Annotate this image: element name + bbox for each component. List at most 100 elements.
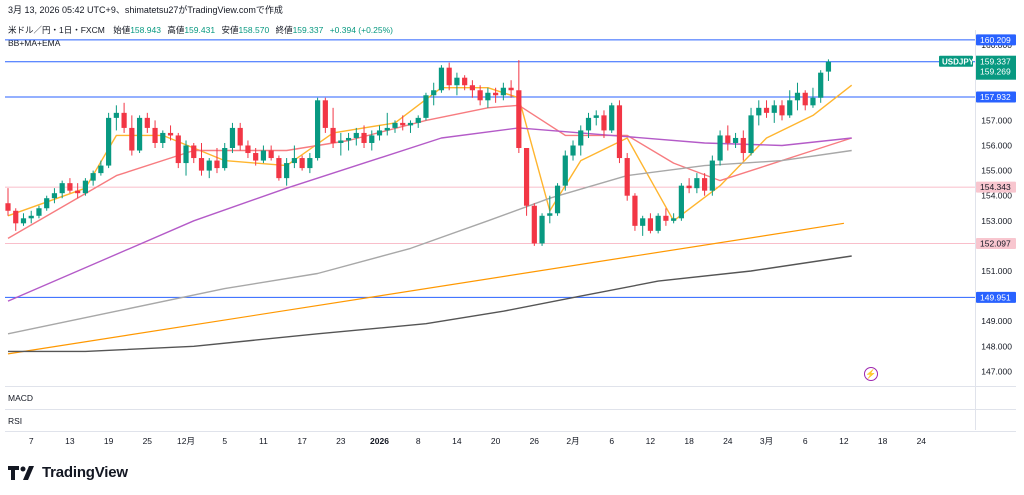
candle-body: [493, 92, 499, 96]
candle-body: [740, 137, 746, 154]
candle-body: [307, 158, 313, 169]
y-tick-label: 155.000: [981, 166, 1012, 176]
candle-body: [315, 100, 321, 159]
candle-body: [763, 107, 770, 113]
candle-body: [322, 100, 328, 128]
candle-body: [121, 112, 127, 128]
x-tick-label: 18: [878, 436, 888, 446]
candle-body: [82, 180, 88, 194]
candle-body: [547, 213, 553, 216]
x-tick-label: 18: [684, 436, 694, 446]
x-tick-label: 11: [259, 436, 268, 446]
candle-body: [361, 132, 367, 143]
x-tick-label: 2月: [566, 436, 579, 446]
candle-body: [160, 132, 166, 143]
secondary-price-value: 159.269: [980, 66, 1011, 76]
y-tick-label: 147.000: [981, 366, 1012, 376]
open-value: 158.943: [130, 25, 161, 35]
candle-body: [36, 208, 42, 216]
candle-body: [516, 90, 522, 148]
candle-body: [369, 135, 375, 143]
candle-body: [593, 115, 599, 118]
candle-body: [167, 132, 174, 136]
x-tick-label: 12: [646, 436, 656, 446]
candle-body: [338, 140, 344, 143]
candle-body: [508, 87, 514, 91]
x-tick-label: 12月: [177, 436, 195, 446]
candle-body: [578, 130, 584, 146]
y-tick-label: 151.000: [981, 266, 1012, 276]
symbol-tag: USDJPY: [942, 58, 975, 67]
candle-body: [702, 178, 708, 191]
macd-pane-label[interactable]: MACD: [8, 393, 34, 403]
candle-body: [330, 127, 336, 143]
price-level-tag-bg: [976, 181, 1016, 193]
candle-body: [183, 145, 189, 164]
candle-body: [229, 127, 236, 148]
candle-body: [709, 160, 715, 191]
pane-divider-rsi[interactable]: [5, 409, 1016, 410]
x-tick-label: 6: [803, 436, 808, 446]
candle-body: [152, 127, 158, 143]
candle-body: [144, 117, 150, 128]
x-tick-label: 5: [222, 436, 227, 446]
candle-body: [663, 215, 669, 221]
candle-body: [431, 90, 437, 96]
candle-body: [113, 112, 119, 118]
candle-body: [253, 153, 259, 161]
candle-body: [732, 137, 739, 143]
brand-name: TradingView: [42, 464, 128, 481]
x-tick-label: 12: [839, 436, 849, 446]
candle-body: [28, 215, 34, 219]
symbol-label[interactable]: 米ドル／円・1日・FXCM: [8, 25, 105, 35]
price-level-tag: 160.209: [980, 35, 1011, 45]
candle-body: [136, 117, 143, 151]
candle-body: [214, 160, 220, 169]
secondary-price-bg: [976, 65, 1016, 77]
price-level-tag-bg: [976, 91, 1016, 103]
last-price-value: 159.337: [980, 57, 1011, 67]
candle-body: [438, 67, 445, 91]
rsi-pane-label[interactable]: RSI: [8, 416, 23, 426]
candle-body: [523, 148, 530, 206]
candle-body: [601, 115, 607, 131]
x-tick-label: 20: [491, 436, 501, 446]
ohlc-legend: 米ドル／円・1日・FXCM 始値158.943 高値159.431 安値158.…: [8, 24, 393, 36]
candle-body: [655, 215, 661, 231]
candle-body: [469, 85, 475, 91]
y-tick-label: 148.000: [981, 341, 1012, 351]
pane-divider-macd[interactable]: [5, 386, 1016, 387]
candle-body: [291, 158, 297, 164]
x-tick-label: 6: [609, 436, 614, 446]
x-tick-label: 7: [29, 436, 34, 446]
candle-body: [245, 145, 251, 154]
y-tick-label: 154.000: [981, 191, 1012, 201]
candle-body: [632, 195, 638, 226]
lightning-icon[interactable]: ⚡: [864, 367, 878, 381]
candle-body: [725, 135, 731, 143]
x-tick-label: 19: [104, 436, 114, 446]
trendline: [7, 222, 845, 355]
candle-body: [423, 95, 429, 118]
x-tick-label: 13: [65, 436, 75, 446]
chart-header: 3月 13, 2026 05:42 UTC+9、shimatetsu27がTra…: [8, 5, 283, 15]
x-tick-label: 23: [336, 436, 346, 446]
price-axis-divider: [975, 30, 976, 430]
candle-body: [222, 148, 228, 169]
candle-body: [198, 158, 205, 171]
tradingview-brand[interactable]: TradingView: [8, 464, 128, 481]
candle-body: [794, 92, 801, 101]
candle-body: [175, 135, 181, 164]
candle-body: [779, 105, 785, 116]
x-tick-label: 14: [452, 436, 462, 446]
candle-body: [90, 173, 96, 181]
candle-body: [299, 158, 305, 169]
price-level-tag: 149.951: [980, 292, 1011, 302]
low-value: 158.570: [238, 25, 270, 35]
x-tick-label: 8: [416, 436, 421, 446]
candle-body: [748, 115, 754, 154]
candle-body: [5, 203, 11, 211]
indicator-label[interactable]: BB+MA+EMA: [8, 38, 61, 48]
x-tick-label: 24: [723, 436, 733, 446]
